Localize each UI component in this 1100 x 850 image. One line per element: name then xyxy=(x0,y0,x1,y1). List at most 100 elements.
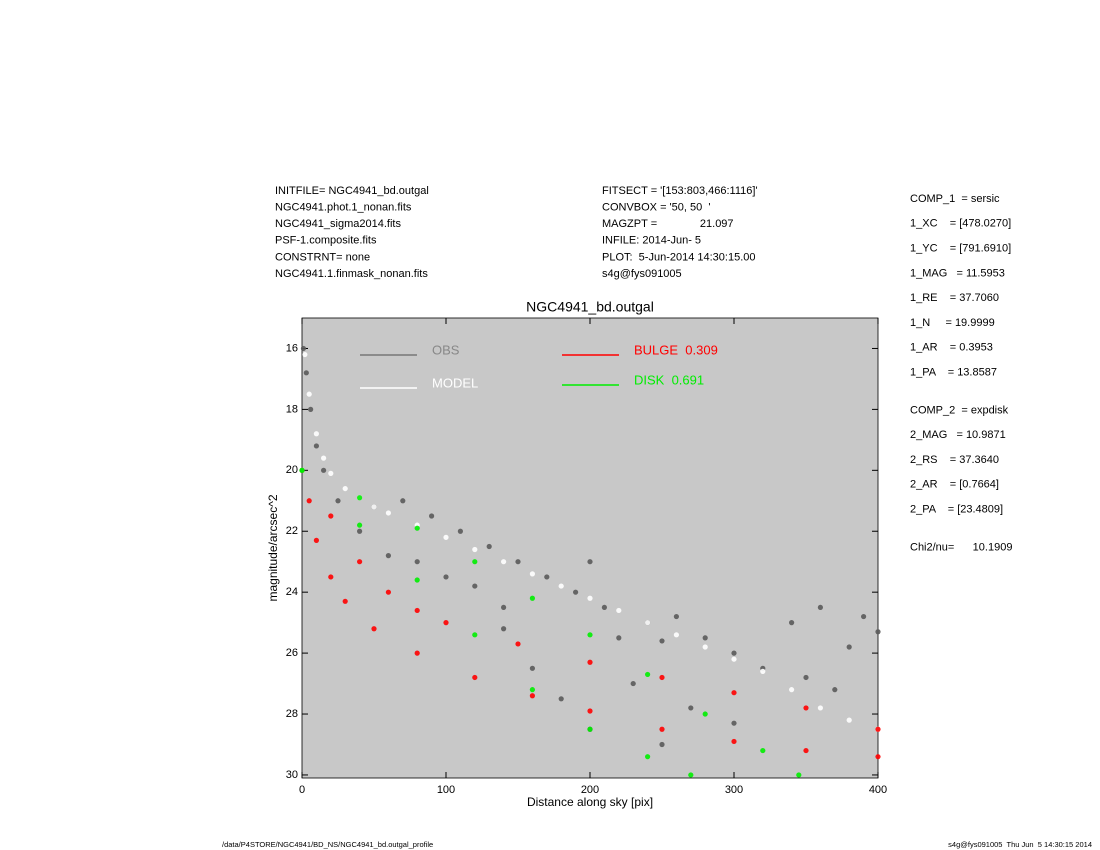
data-point xyxy=(328,470,334,476)
data-point xyxy=(371,504,377,510)
data-point xyxy=(414,650,420,656)
legend-label: OBS xyxy=(432,342,460,357)
data-point xyxy=(529,665,536,671)
data-point xyxy=(335,498,341,504)
data-point xyxy=(308,406,314,412)
data-point xyxy=(803,674,809,681)
data-point xyxy=(616,607,622,614)
data-point xyxy=(789,687,795,693)
data-point xyxy=(313,431,319,437)
y-tick-label: 30 xyxy=(286,769,298,781)
y-tick-label: 20 xyxy=(286,464,298,476)
data-point xyxy=(306,391,312,397)
x-tick-label: 100 xyxy=(437,784,455,796)
y-axis-label: magnitude/arcsec^2 xyxy=(266,494,280,601)
data-point xyxy=(472,559,478,565)
data-point xyxy=(587,559,593,565)
data-point xyxy=(789,620,795,626)
data-point xyxy=(659,726,665,732)
data-point xyxy=(306,498,312,504)
data-point xyxy=(832,687,838,693)
data-point xyxy=(328,513,334,519)
data-point xyxy=(558,696,564,702)
data-point xyxy=(357,528,363,534)
data-point xyxy=(529,687,536,693)
footer-stamp: s4g@fys091005 Thu Jun 5 14:30:15 2014 xyxy=(948,840,1092,849)
data-point xyxy=(443,574,449,580)
data-point xyxy=(529,571,536,577)
data-point xyxy=(457,528,463,534)
header-line: s4g@fys091005 xyxy=(602,268,682,280)
header-line: NGC4941.1.finmask_nonan.fits xyxy=(275,268,428,280)
data-point xyxy=(817,604,824,611)
data-point xyxy=(486,543,492,550)
data-point xyxy=(659,741,665,748)
data-point xyxy=(688,705,694,711)
data-point xyxy=(875,629,881,635)
data-point xyxy=(385,589,391,595)
data-point xyxy=(587,659,593,665)
data-point xyxy=(299,467,305,473)
parameter-line: 1_XC = [478.0270] xyxy=(910,218,1011,230)
data-point xyxy=(846,644,852,650)
parameter-line: COMP_2 = expdisk xyxy=(910,404,1009,416)
data-point xyxy=(472,583,478,589)
data-point xyxy=(760,747,766,754)
data-point xyxy=(645,754,651,760)
data-point xyxy=(796,772,802,778)
data-point xyxy=(731,690,737,696)
header-line: INFILE: 2014-Jun- 5 xyxy=(602,235,701,247)
data-point xyxy=(817,705,824,711)
x-tick-label: 200 xyxy=(581,784,599,796)
data-point xyxy=(472,632,478,638)
data-point xyxy=(357,495,363,501)
y-tick-label: 28 xyxy=(286,708,298,720)
parameter-line: Chi2/nu= 10.1909 xyxy=(910,541,1012,553)
parameter-line: 1_YC = [791.6910] xyxy=(910,243,1011,255)
header-line: NGC4941.phot.1_nonan.fits xyxy=(275,202,412,214)
data-point xyxy=(414,607,420,614)
data-point xyxy=(760,668,766,674)
data-point xyxy=(659,674,665,681)
data-point xyxy=(472,674,478,681)
data-point xyxy=(529,693,536,699)
data-point xyxy=(645,620,651,626)
y-tick-label: 16 xyxy=(286,342,298,354)
parameter-line: 1_N = 19.9999 xyxy=(910,317,995,329)
header-line: FITSECT = '[153:803,466:1116]' xyxy=(602,185,758,197)
x-tick-label: 400 xyxy=(869,784,887,796)
data-point xyxy=(846,717,852,723)
data-point xyxy=(357,522,363,528)
data-point xyxy=(702,635,708,641)
data-point xyxy=(443,620,449,626)
data-point xyxy=(587,726,593,732)
data-point xyxy=(342,598,348,604)
data-point xyxy=(587,708,593,714)
data-point xyxy=(558,583,564,589)
data-point xyxy=(702,644,708,650)
data-point xyxy=(400,498,406,504)
data-point xyxy=(321,455,327,461)
data-point xyxy=(303,370,309,376)
chart-title: NGC4941_bd.outgal xyxy=(526,299,654,315)
data-point xyxy=(616,635,622,641)
parameter-line: COMP_1 = sersic xyxy=(910,193,1000,205)
data-point xyxy=(515,641,521,647)
footer-path: /data/P4STORE/NGC4941/BD_NS/NGC4941_bd.o… xyxy=(222,840,433,849)
data-point xyxy=(688,772,694,778)
parameter-line: 1_MAG = 11.5953 xyxy=(910,267,1005,279)
data-point xyxy=(443,534,449,540)
y-tick-label: 26 xyxy=(286,647,298,659)
header-line: NGC4941_sigma2014.fits xyxy=(275,218,401,230)
data-point xyxy=(875,726,881,732)
data-point xyxy=(515,559,521,565)
data-point xyxy=(385,510,391,516)
data-point xyxy=(321,467,327,473)
data-point xyxy=(731,738,737,745)
data-point xyxy=(302,351,308,358)
data-point xyxy=(357,559,363,565)
y-tick-label: 18 xyxy=(286,403,298,415)
data-point xyxy=(587,595,593,601)
data-point xyxy=(731,650,737,656)
